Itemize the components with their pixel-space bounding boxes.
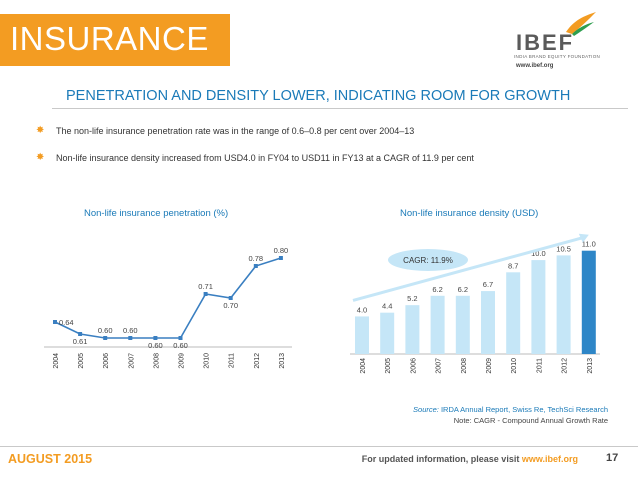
penetration-data-label: 0.64: [59, 318, 74, 327]
penetration-point: [228, 296, 233, 300]
footer-link[interactable]: www.ibef.org: [521, 454, 578, 464]
penetration-x-tick-label: 2006: [103, 353, 110, 369]
penetration-point: [78, 332, 83, 336]
density-bar: [355, 316, 369, 354]
penetration-data-label: 0.71: [198, 282, 213, 291]
logo-url: www.ibef.org: [516, 63, 554, 69]
penetration-x-tick-label: 2010: [204, 353, 211, 369]
cagr-arrowhead-icon: [578, 233, 589, 243]
density-bar: [380, 312, 395, 354]
penetration-data-label: 0.60: [98, 326, 113, 335]
penetration-x-tick-label: 2013: [279, 353, 286, 369]
logo-wordmark: IBEF: [516, 30, 575, 55]
density-data-label: 4.0: [357, 305, 367, 314]
density-x-tick-label: 2009: [486, 358, 493, 374]
penetration-point: [253, 264, 258, 268]
cagr-annotation: CAGR: 11.9%: [403, 256, 453, 265]
density-x-tick-label: 2012: [562, 358, 569, 374]
density-data-label: 4.4: [382, 302, 392, 311]
penetration-chart-title: Non-life insurance penetration (%): [84, 208, 229, 219]
penetration-x-tick-label: 2007: [128, 353, 135, 369]
penetration-data-label: 0.78: [248, 254, 263, 263]
penetration-point: [53, 320, 57, 324]
density-bar: [556, 255, 571, 354]
density-bar: [506, 272, 521, 354]
bullet-text: Non-life insurance density increased fro…: [56, 153, 474, 163]
cagr-bubble: [388, 249, 468, 271]
penetration-x-tick-label: 2011: [229, 353, 236, 368]
penetration-point: [103, 336, 108, 340]
density-x-tick-label: 2010: [511, 358, 518, 374]
cagr-trend-arrow: [352, 236, 584, 302]
density-x-tick-label: 2008: [461, 358, 468, 374]
penetration-point: [278, 256, 283, 260]
density-x-tick-label: 2005: [385, 358, 392, 374]
penetration-point: [203, 292, 208, 296]
bird-logo-icon: [566, 12, 596, 36]
penetration-data-label: 0.61: [73, 337, 88, 346]
logo-tagline: INDIA BRAND EQUITY FOUNDATION: [514, 54, 601, 59]
density-data-label: 5.2: [407, 294, 417, 303]
density-x-tick-label: 2007: [436, 358, 443, 374]
density-data-label: 6.2: [432, 285, 442, 294]
density-bar: [531, 260, 546, 354]
bullet-text: The non-life insurance penetration rate …: [56, 126, 415, 136]
penetration-point: [178, 336, 183, 340]
penetration-x-tick-label: 2012: [254, 353, 261, 369]
penetration-x-tick-label: 2008: [153, 353, 160, 369]
density-x-tick-label: 2004: [360, 358, 367, 374]
density-data-label: 10.5: [556, 244, 571, 253]
penetration-data-label: 0.70: [223, 301, 238, 310]
subtitle-divider: [52, 108, 628, 109]
section-title-bar: INSURANCE: [0, 14, 230, 66]
density-bar: [455, 295, 470, 354]
density-chart-title: Non-life insurance density (USD): [400, 208, 539, 219]
cagr-note: Note: CAGR - Compound Annual Growth Rate: [453, 416, 608, 425]
density-data-label: 10.0: [531, 249, 546, 258]
density-data-label: 6.2: [458, 285, 468, 294]
source-line: Source: IRDA Annual Report, Swiss Re, Te…: [413, 404, 608, 415]
density-bar: [405, 305, 420, 354]
density-bar: [581, 250, 596, 354]
footer-info: For updated information, please visit ww…: [362, 454, 578, 464]
penetration-x-tick-label: 2004: [53, 353, 60, 369]
footer-date: AUGUST 2015: [8, 452, 93, 466]
ibef-logo: IBEF INDIA BRAND EQUITY FOUNDATION www.i…: [508, 8, 618, 72]
star-bullet-icon: ✸: [36, 152, 45, 163]
penetration-data-label: 0.60: [173, 341, 188, 350]
section-title: INSURANCE: [10, 20, 209, 57]
source-label: Source:: [413, 405, 439, 414]
penetration-point: [128, 336, 133, 340]
density-data-label: 11.0: [582, 240, 596, 249]
density-bar: [430, 295, 445, 354]
penetration-data-label: 0.60: [123, 326, 138, 335]
penetration-x-tick-label: 2005: [78, 353, 85, 369]
slide-subtitle: PENETRATION AND DENSITY LOWER, INDICATIN…: [66, 88, 571, 104]
penetration-point: [153, 336, 158, 340]
footer-info-text: For updated information, please visit: [361, 454, 522, 464]
page-number: 17: [606, 452, 619, 464]
penetration-x-tick-label: 2009: [179, 353, 186, 369]
density-x-tick-label: 2013: [587, 358, 594, 374]
penetration-series-line: [54, 257, 282, 339]
density-x-tick-label: 2011: [536, 358, 543, 373]
penetration-data-label: 0.60: [148, 341, 163, 350]
source-text: IRDA Annual Report, Swiss Re, TechSci Re…: [438, 405, 608, 414]
source-note: Source: IRDA Annual Report, Swiss Re, Te…: [413, 404, 608, 426]
density-bar: [481, 291, 495, 354]
density-data-label: 8.7: [508, 261, 518, 270]
star-bullet-icon: ✸: [36, 125, 45, 136]
density-x-tick-label: 2006: [410, 358, 417, 374]
density-data-label: 6.7: [483, 280, 493, 289]
footer-divider: [0, 446, 638, 447]
penetration-data-label: 0.80: [274, 246, 289, 255]
